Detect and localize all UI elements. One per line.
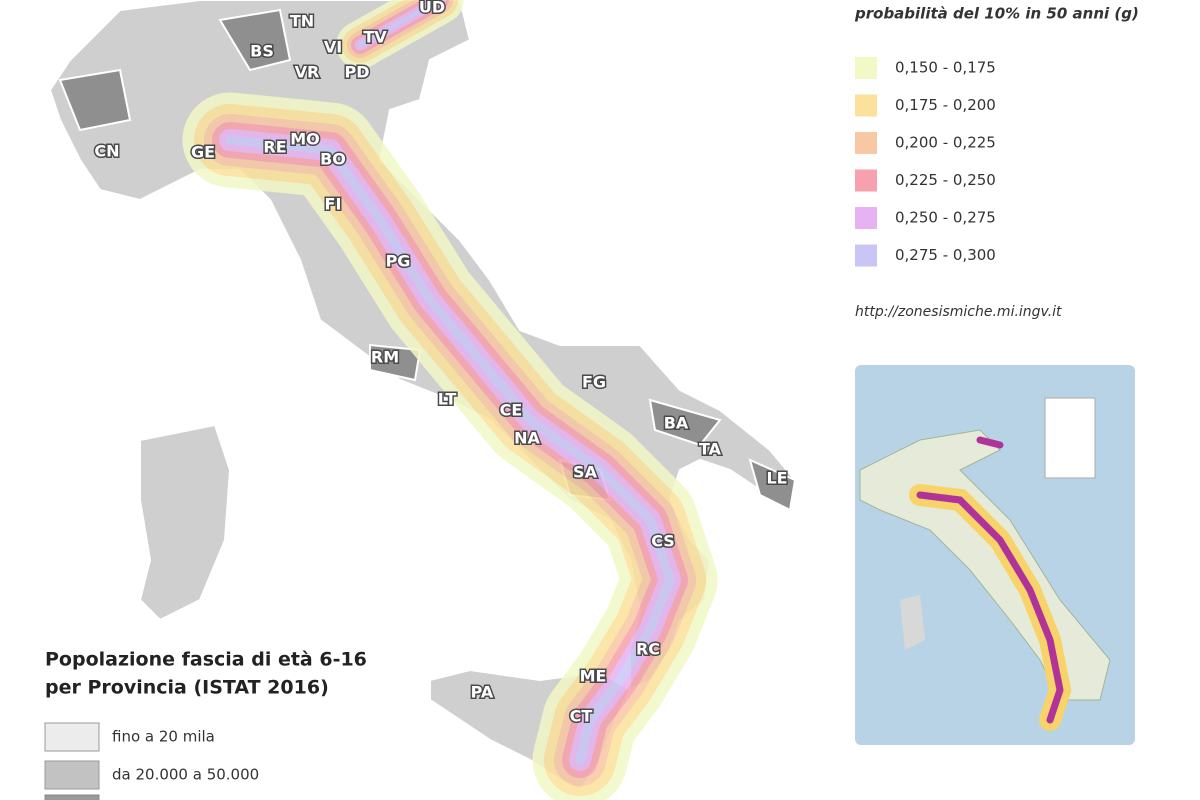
legend-swatch	[855, 94, 877, 117]
province-label: PD	[344, 63, 369, 82]
legend-label: 0,225 - 0,250	[895, 171, 996, 189]
province-label: CS	[651, 532, 675, 551]
seismic-legend-title: probabilità del 10% in 50 anni (g)	[854, 5, 1139, 23]
sardinia	[138, 423, 232, 622]
legend-swatch	[855, 169, 877, 192]
province-label: RC	[636, 640, 660, 659]
province-label: PA	[471, 683, 494, 702]
province-label: VI	[324, 38, 342, 57]
legend-swatch	[855, 132, 877, 154]
province-label: CT	[570, 707, 593, 726]
population-legend: fino a 20 mila da 20.000 a 50.000	[44, 722, 259, 790]
legend-label: fino a 20 mila	[112, 728, 215, 746]
province-label: BO	[320, 150, 346, 169]
province-label: LE	[766, 469, 787, 488]
legend-label: 0,150 - 0,175	[895, 59, 996, 77]
legend-swatch	[855, 57, 877, 79]
province-label: CE	[500, 401, 523, 420]
legend-label: 0,200 - 0,225	[895, 134, 996, 152]
province-label: BS	[250, 42, 274, 61]
legend-label: da 20.000 a 50.000	[112, 766, 259, 784]
population-legend-title: per Provincia (ISTAT 2016)	[45, 677, 329, 699]
land	[48, 0, 797, 792]
legend-label: 0,275 - 0,300	[895, 246, 996, 264]
province-label: VR	[295, 63, 320, 82]
province-label: RM	[371, 348, 399, 367]
legend-swatch	[44, 722, 100, 752]
inset-map	[855, 365, 1135, 745]
province-label: CN	[94, 142, 119, 161]
legend-label: 0,175 - 0,200	[895, 96, 996, 114]
province-label: MO	[290, 130, 320, 149]
province-label: GE	[191, 143, 215, 162]
legend-swatch	[855, 207, 877, 229]
province-label: TA	[699, 440, 722, 459]
province-label: TN	[290, 12, 314, 31]
province-label: SA	[573, 463, 598, 482]
province-label: UD	[419, 0, 445, 17]
province-label: TV	[363, 28, 387, 47]
population-legend-title: Popolazione fascia di età 6-16	[45, 649, 367, 671]
source-url: http://zonesismiche.mi.ingv.it	[855, 304, 1062, 320]
province-label: NA	[514, 429, 540, 448]
legend-label: 0,250 - 0,275	[895, 209, 996, 227]
province-label: ME	[580, 667, 607, 686]
province-label: LT	[438, 390, 457, 409]
legend-swatch	[855, 244, 877, 267]
legend-swatch	[44, 760, 100, 790]
seismic-band	[182, 0, 718, 800]
legend-swatch	[44, 794, 100, 800]
province-label: FI	[325, 195, 342, 214]
seismic-legend: 0,150 - 0,175 0,175 - 0,200 0,200 - 0,225 0…	[855, 57, 996, 267]
seismic-zone	[357, 0, 443, 48]
seismic-zone	[225, 135, 675, 765]
province-label: RE	[263, 138, 286, 157]
province-label: FG	[582, 373, 606, 392]
province-label: BA	[664, 414, 689, 433]
province-label: PG	[386, 252, 411, 271]
